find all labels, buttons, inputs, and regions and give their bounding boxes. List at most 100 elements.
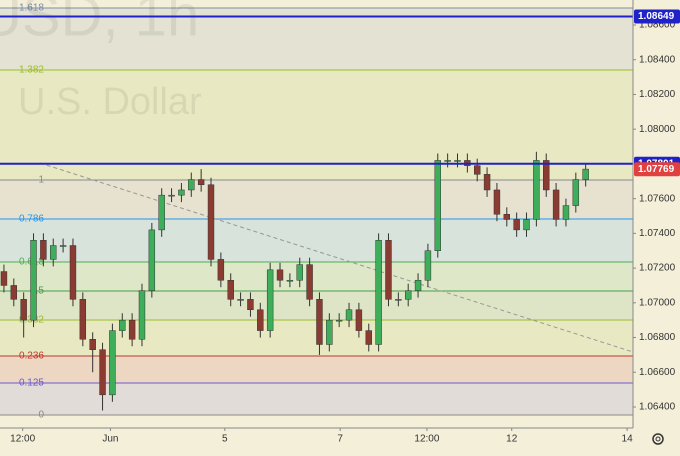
gear[interactable] xyxy=(652,433,664,445)
fib-zone xyxy=(0,218,633,263)
candle-body xyxy=(296,264,303,281)
x-tick-label: 7 xyxy=(337,434,343,445)
fib-label: 0.786 xyxy=(19,214,44,225)
last-price-label: 1.07769 xyxy=(638,164,675,175)
candle-body xyxy=(533,160,540,220)
candle-body xyxy=(503,214,511,220)
fib-zone xyxy=(0,180,633,219)
candle-body xyxy=(335,319,343,322)
candle-body xyxy=(266,269,274,331)
candle-body xyxy=(69,245,77,300)
candle-body xyxy=(582,168,589,180)
candle-body xyxy=(247,299,254,311)
candle-body xyxy=(572,179,580,206)
time-axis xyxy=(0,428,633,451)
candle-body xyxy=(20,299,27,321)
y-tick-label: 1.07600 xyxy=(639,193,676,204)
fib-label: 0.5 xyxy=(30,286,44,297)
candle-body xyxy=(30,240,37,321)
candle-body xyxy=(207,184,215,260)
candle-body xyxy=(444,160,451,162)
candle-body xyxy=(276,269,284,281)
fib-label: 1 xyxy=(38,175,44,186)
candle-body xyxy=(513,219,520,231)
x-tick-label: 14 xyxy=(622,434,634,445)
fib-label: 0.125 xyxy=(19,378,44,389)
candle-body xyxy=(306,264,313,300)
watermark: U.S. Dollar xyxy=(18,81,202,123)
y-tick-label: 1.06600 xyxy=(639,367,676,378)
candle-body xyxy=(99,349,106,396)
fib-zone xyxy=(0,69,633,181)
fib-label: 0 xyxy=(38,410,44,421)
last-price-label-box xyxy=(634,162,680,177)
settings-icon[interactable] xyxy=(652,433,664,445)
fib-label: 1.618 xyxy=(19,3,44,14)
candle-body xyxy=(355,309,363,331)
candle-body xyxy=(454,160,461,162)
y-tick-label: 1.08600 xyxy=(639,20,676,31)
candle-body xyxy=(0,271,8,286)
candle-body xyxy=(10,285,18,300)
candle-body xyxy=(158,194,165,231)
axes: 1.086001.084001.082001.080001.078001.076… xyxy=(10,9,680,445)
candle-body xyxy=(188,179,195,191)
marks xyxy=(0,15,633,411)
candle-body xyxy=(79,299,87,340)
x-tick-label: 12:00 xyxy=(10,434,35,445)
candle-body xyxy=(40,240,47,260)
y-tick-label: 1.08200 xyxy=(639,89,676,100)
candle-body xyxy=(109,330,116,396)
y-tick-label: 1.08000 xyxy=(639,124,676,135)
x-tick-label: 12:00 xyxy=(414,434,439,445)
line-price-label-box xyxy=(634,9,680,24)
fib-zone xyxy=(0,383,633,415)
fib-zone xyxy=(0,262,633,292)
candle-body xyxy=(237,299,244,301)
candle-body xyxy=(404,290,412,300)
candle-body xyxy=(227,279,234,300)
candle-body xyxy=(345,309,353,321)
y-tick-label: 1.07400 xyxy=(639,228,676,239)
gear-center[interactable] xyxy=(655,436,661,442)
candle-body xyxy=(543,160,550,191)
candle-body xyxy=(523,219,530,231)
candle-body xyxy=(89,339,96,350)
price-axis xyxy=(633,0,680,451)
candle-body xyxy=(395,299,402,301)
candle-body xyxy=(493,189,501,215)
y-tick-label: 1.06400 xyxy=(639,402,676,413)
fib-zone xyxy=(0,355,633,384)
candle-body xyxy=(138,290,146,340)
watermark: USD, 1h xyxy=(0,0,199,48)
x-tick-label: Jun xyxy=(102,434,118,445)
candle-body xyxy=(148,229,156,291)
fib-label: 1.382 xyxy=(19,65,44,76)
candle-body xyxy=(326,319,333,345)
trend-line xyxy=(39,162,634,353)
candle-body xyxy=(128,319,136,340)
fib-zone xyxy=(0,7,633,70)
candle-body xyxy=(375,240,382,345)
y-tick-label: 1.07000 xyxy=(639,297,676,308)
candle-body xyxy=(414,279,422,291)
y-tick-label: 1.06800 xyxy=(639,332,676,343)
candle-body xyxy=(257,309,264,331)
candle-body xyxy=(50,245,57,260)
candle-body xyxy=(178,189,185,196)
candle-body xyxy=(119,319,126,331)
y-tick-label: 1.08400 xyxy=(639,54,676,65)
candle-body xyxy=(562,205,570,220)
fib-label: 0.236 xyxy=(19,351,44,362)
y-tick-label: 1.07200 xyxy=(639,263,676,274)
candle-body xyxy=(286,279,294,282)
candle-body xyxy=(483,174,491,191)
x-tick-label: 5 xyxy=(222,434,228,445)
line-price-label: 1.08649 xyxy=(638,11,675,22)
candle-body xyxy=(434,160,441,251)
candle-body xyxy=(316,299,323,345)
candle-body xyxy=(424,250,432,281)
candle-body xyxy=(217,259,225,281)
